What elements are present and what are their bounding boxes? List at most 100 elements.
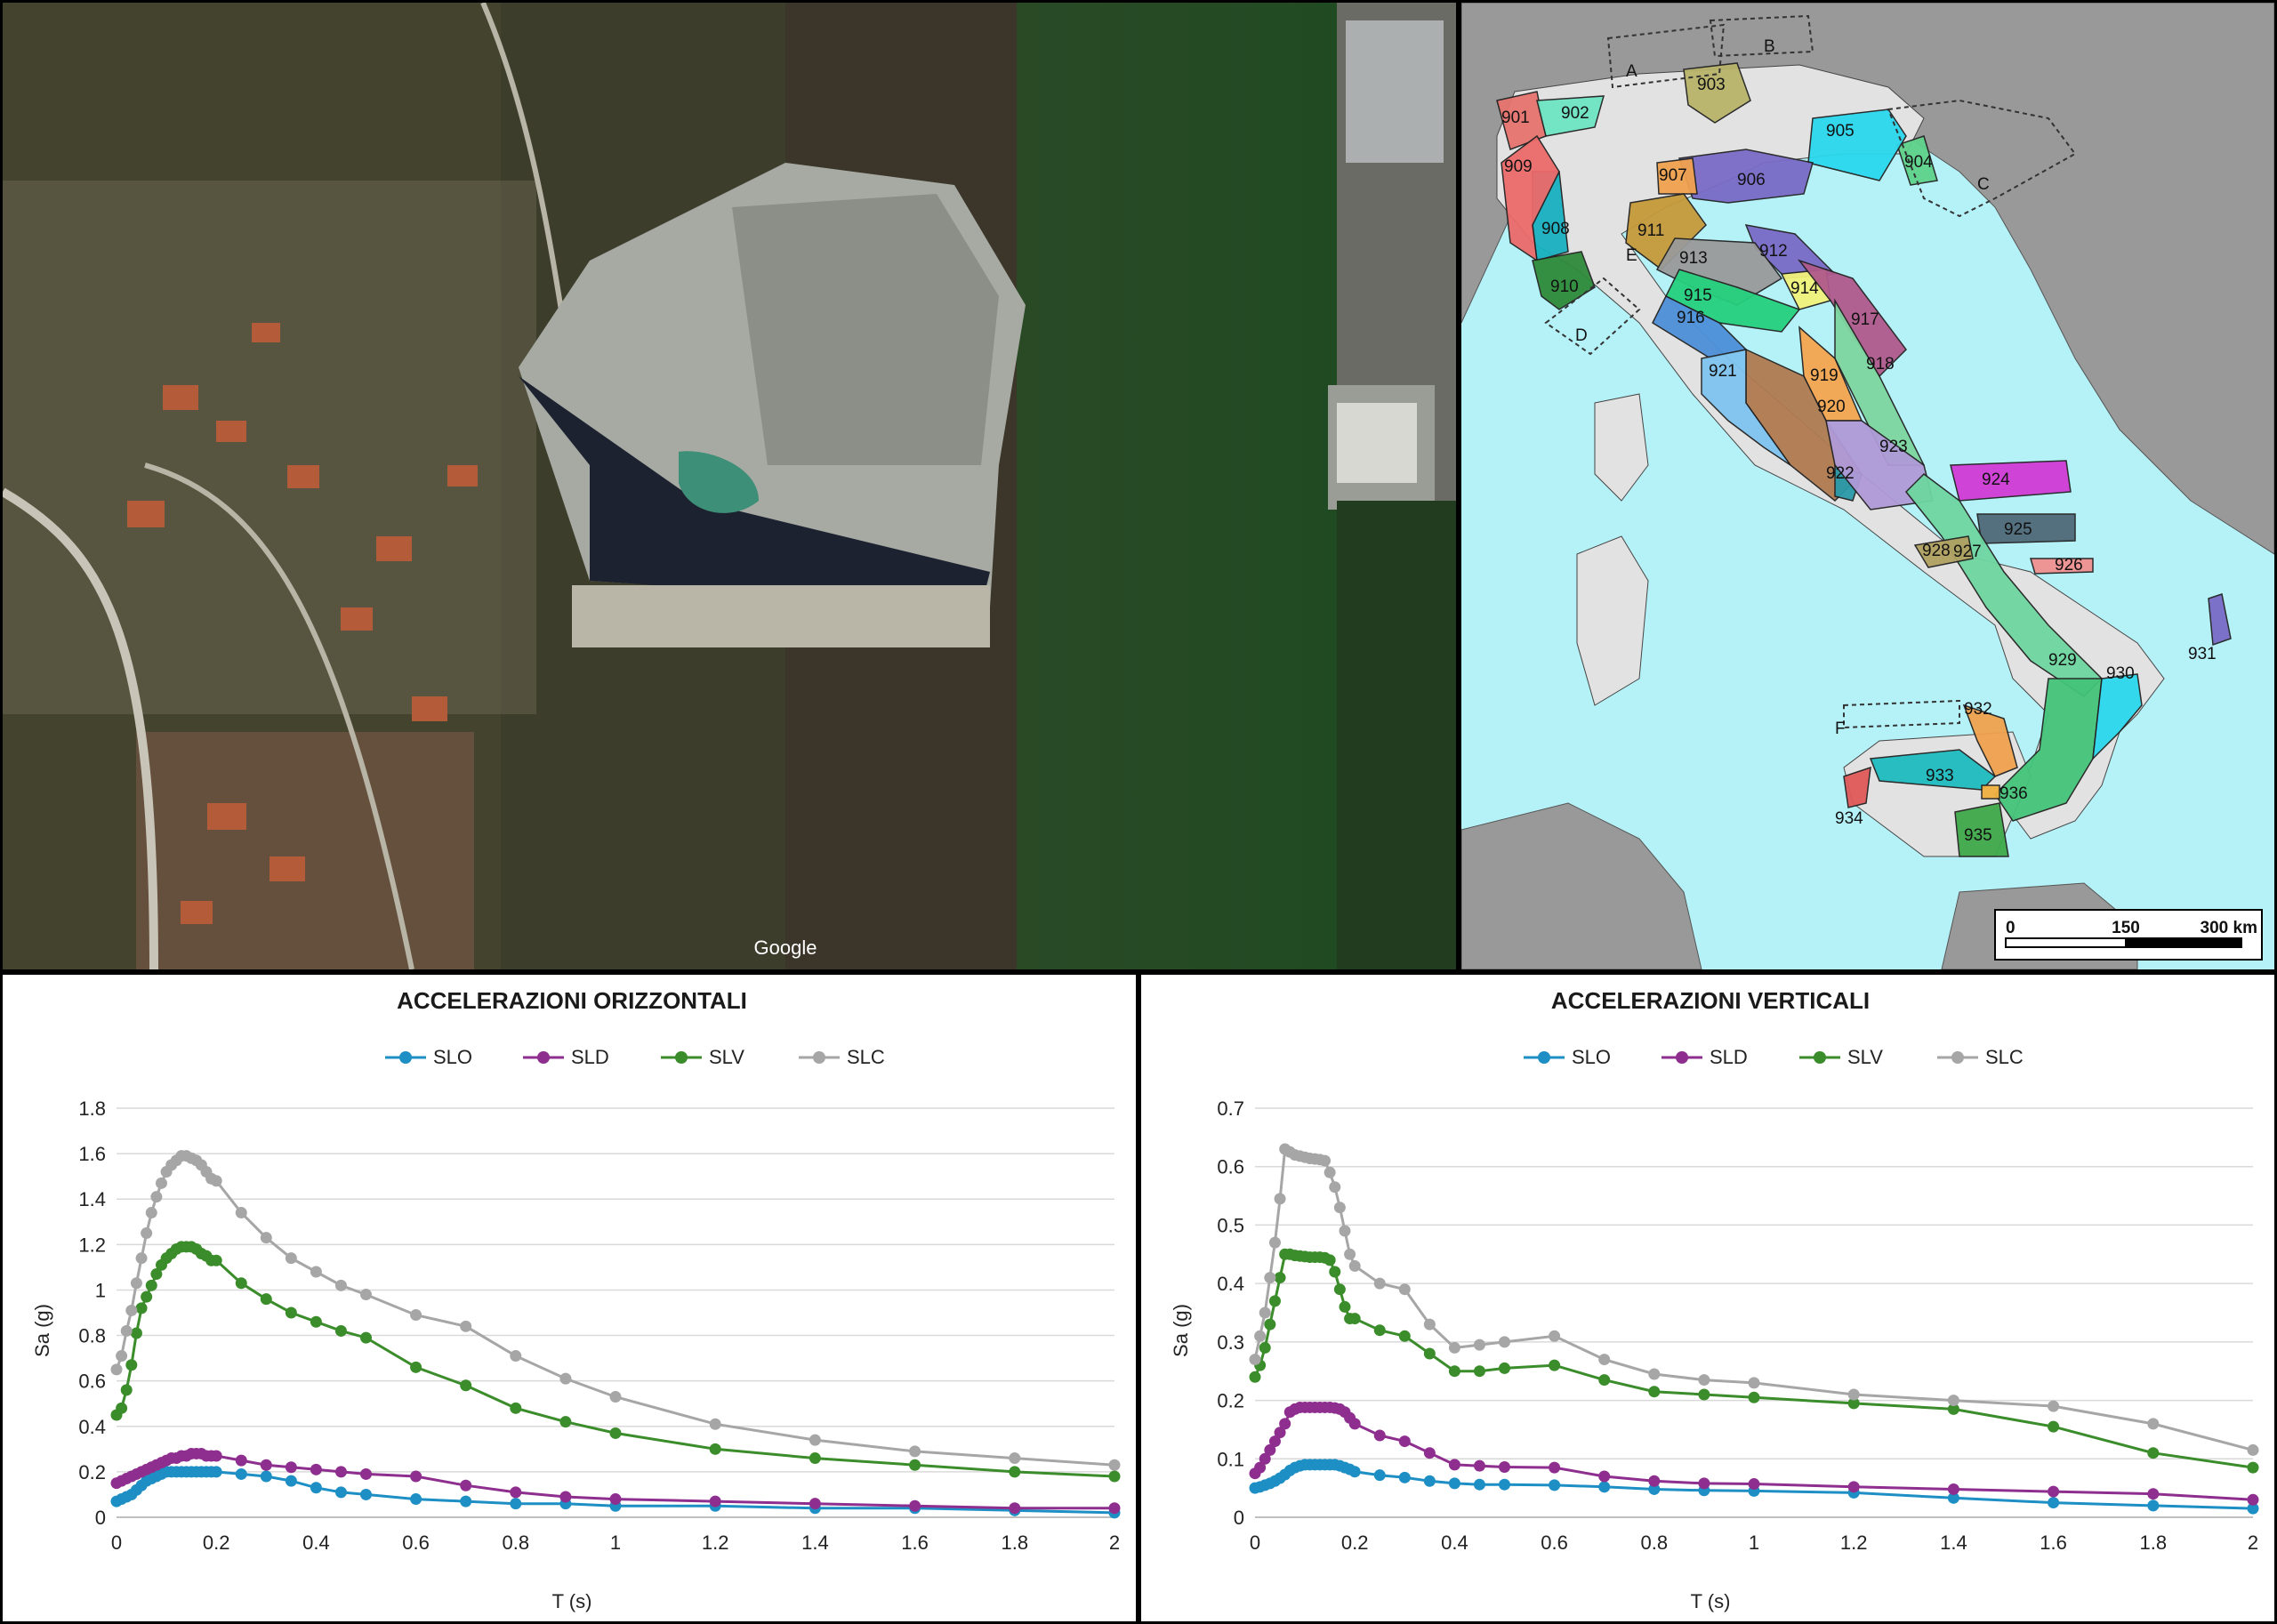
data-point-slc (1268, 1236, 1281, 1249)
region-letter-b: B (1764, 37, 1775, 56)
data-point-slv (1598, 1374, 1611, 1387)
y-tick-label: 0.2 (78, 1461, 106, 1483)
data-point-sld (1499, 1460, 1510, 1473)
zone-label-902: 902 (1561, 104, 1589, 123)
zone-label-915: 915 (1684, 286, 1712, 305)
y-tick-label: 1.8 (78, 1097, 106, 1120)
data-point-slo (1348, 1466, 1361, 1478)
data-point-slv (1333, 1283, 1346, 1296)
series-line-slc (1253, 1146, 2254, 1451)
data-point-sld (310, 1463, 322, 1475)
data-point-slc (1698, 1374, 1710, 1387)
y-tick-label: 0.6 (78, 1371, 106, 1393)
data-point-sld (1698, 1477, 1710, 1490)
y-tick-label: 0 (95, 1507, 106, 1529)
zone-label-934: 934 (1835, 809, 1863, 828)
data-point-sld (1108, 1502, 1121, 1515)
chart-legend: SLO SLD SLV SLC (385, 1046, 885, 1068)
data-point-slo (2247, 1502, 2259, 1515)
data-point-slc (1648, 1368, 1661, 1380)
legend-label-slc: SLC (847, 1046, 885, 1068)
data-point-slo (235, 1467, 247, 1480)
scale-label-150: 150 (2112, 919, 2140, 937)
data-point-slc (1373, 1277, 1386, 1290)
data-point-sld (1373, 1429, 1386, 1442)
data-point-slo (1373, 1469, 1386, 1482)
x-tick-label: 0.4 (302, 1532, 330, 1554)
data-point-slc (1847, 1388, 1860, 1401)
zone-label-913: 913 (1679, 249, 1708, 268)
zone-934 (1843, 766, 1871, 808)
data-point-slv (510, 1402, 522, 1414)
data-point-sld (510, 1486, 522, 1499)
data-point-slv (235, 1277, 247, 1290)
data-point-slv (360, 1331, 372, 1344)
legend-marker-slc (813, 1051, 825, 1064)
data-point-sld (1847, 1481, 1860, 1493)
seismic-zone-map-panel: 901 902 903 904 905 906 907 908 909 910 911 912 913 9… (1459, 0, 2277, 972)
data-point-slc (120, 1324, 133, 1337)
data-point-sld (1009, 1502, 1021, 1515)
data-point-slc (410, 1309, 422, 1322)
data-point-slv (1274, 1272, 1286, 1284)
data-point-sld (2147, 1488, 2160, 1500)
legend-label-slv: SLV (1847, 1046, 1883, 1068)
data-point-slv (809, 1452, 821, 1465)
data-point-slo (1423, 1475, 1436, 1487)
y-axis-label: Sa (g) (31, 1304, 53, 1357)
data-point-slo (260, 1470, 272, 1483)
zone-label-901: 901 (1501, 109, 1530, 127)
data-point-slc (235, 1207, 247, 1219)
data-point-slv (1947, 1403, 1959, 1415)
data-point-slc (1598, 1354, 1611, 1366)
data-point-slo (1549, 1479, 1561, 1491)
data-point-slv (1398, 1330, 1411, 1342)
data-point-sld (1648, 1475, 1661, 1487)
zone-label-926: 926 (2055, 556, 2083, 575)
data-point-sld (909, 1499, 921, 1512)
y-axis-label: Sa (g) (1170, 1304, 1192, 1357)
region-letter-c: C (1977, 175, 1990, 194)
data-point-sld (1279, 1418, 1291, 1430)
zone-904 (1896, 135, 1938, 186)
y-tick-label: 0.4 (1217, 1273, 1244, 1295)
data-point-slc (1423, 1318, 1436, 1331)
y-tick-label: 0.8 (78, 1325, 106, 1347)
y-tick-label: 1 (95, 1279, 106, 1301)
data-point-slv (1549, 1359, 1561, 1371)
data-point-slc (1274, 1193, 1286, 1205)
horizontal-accelerations-chart: ACCELERAZIONI ORIZZONTALI SLO SLD SLV SLC 0… (31, 987, 1121, 1612)
x-tick-label: 2 (1109, 1532, 1120, 1554)
data-point-slv (1423, 1347, 1436, 1360)
zone-label-909: 909 (1504, 157, 1533, 176)
zone-label-907: 907 (1659, 166, 1687, 185)
data-point-sld (210, 1450, 222, 1462)
data-point-slc (1319, 1154, 1332, 1167)
data-point-slv (709, 1443, 721, 1455)
data-point-slc (609, 1391, 622, 1403)
zone-label-905: 905 (1826, 122, 1855, 141)
data-point-slc (260, 1232, 272, 1244)
data-point-slc (1259, 1306, 1271, 1319)
data-point-sld (285, 1461, 297, 1474)
data-point-slo (1473, 1478, 1485, 1491)
zone-label-917: 917 (1851, 310, 1879, 329)
zone-label-908: 908 (1541, 220, 1570, 238)
data-point-slc (709, 1418, 721, 1430)
data-point-slv (120, 1384, 133, 1396)
data-point-slc (1329, 1181, 1341, 1194)
x-tick-label: 0.6 (402, 1532, 430, 1554)
data-point-slc (1264, 1272, 1276, 1284)
zone-label-916: 916 (1677, 309, 1705, 327)
region-letter-d: D (1575, 326, 1588, 345)
x-tick-label: 0.6 (1541, 1532, 1568, 1554)
x-tick-label: 1.6 (901, 1532, 929, 1554)
x-tick-label: 1.6 (2040, 1532, 2067, 1554)
data-point-slc (285, 1252, 297, 1265)
legend-label-slo: SLO (433, 1046, 472, 1068)
zone-label-924: 924 (1982, 470, 2010, 489)
zone-label-923: 923 (1879, 438, 1908, 456)
legend-label-sld: SLD (1710, 1046, 1748, 1068)
zone-label-931: 931 (2188, 645, 2217, 663)
data-point-slv (460, 1379, 472, 1392)
